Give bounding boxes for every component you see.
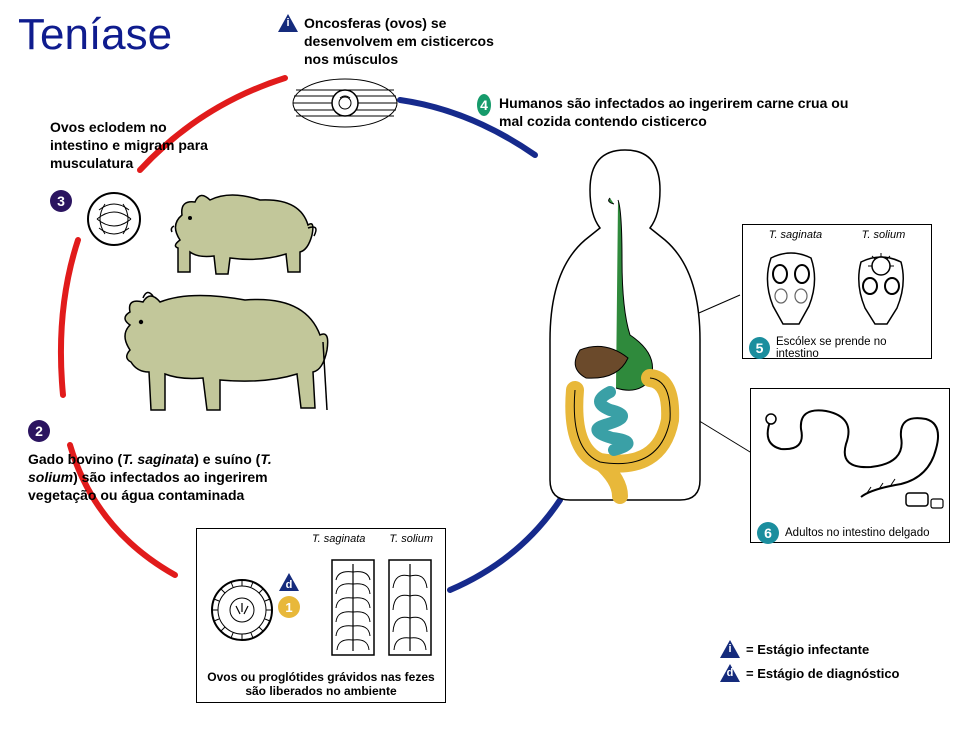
- stage-top-text: i Oncosferas (ovos) se desenvolvem em ci…: [278, 14, 498, 69]
- species-saginata-2: T. saginata: [312, 533, 365, 545]
- stage-2-text: Gado bovino (T. saginata) e suíno (T. so…: [28, 450, 308, 505]
- badge-6: 6: [757, 522, 779, 544]
- stage-1-text: Ovos ou proglótides grávidos nas fezes s…: [197, 670, 445, 704]
- panel-scolex: T. saginata T. solium 5 Escólex se prend…: [742, 224, 932, 359]
- infective-marker-icon: i: [720, 640, 740, 658]
- panel-adults: 6 Adultos no intestino delgado: [750, 388, 950, 543]
- oncosphere-egg: [85, 190, 143, 248]
- species-saginata: T. saginata: [769, 229, 822, 241]
- svg-text:d: d: [286, 579, 293, 591]
- badge-4: 4: [477, 94, 491, 116]
- panel-eggs-proglottids: T. saginata T. solium d: [196, 528, 446, 703]
- svg-text:1: 1: [285, 600, 292, 615]
- badge-5: 5: [749, 337, 770, 359]
- cow: [95, 280, 340, 430]
- stage-3-text: Ovos eclodem no intestino e migram para …: [50, 118, 220, 173]
- muscle-cysticercus: [290, 76, 400, 131]
- infective-marker-top: i: [278, 14, 298, 32]
- legend: i = Estágio infectante d = Estágio de di…: [720, 640, 900, 682]
- diagnostic-marker-icon: d: [720, 664, 740, 682]
- species-solium: T. solium: [862, 229, 906, 241]
- legend-infective: i = Estágio infectante: [720, 640, 900, 658]
- pig: [150, 180, 320, 290]
- human-body: [510, 140, 740, 510]
- legend-diagnostic: d = Estágio de diagnóstico: [720, 664, 900, 682]
- badge-2: 2: [28, 420, 50, 442]
- stage-6-text: Adultos no intestino delgado: [785, 527, 930, 539]
- badge-3: 3: [50, 190, 72, 212]
- stage-5-text: Escólex se prende no intestino: [776, 336, 925, 360]
- stage-4: 4 Humanos são infectados ao ingerirem ca…: [477, 94, 857, 130]
- species-solium-2: T. solium: [389, 533, 433, 545]
